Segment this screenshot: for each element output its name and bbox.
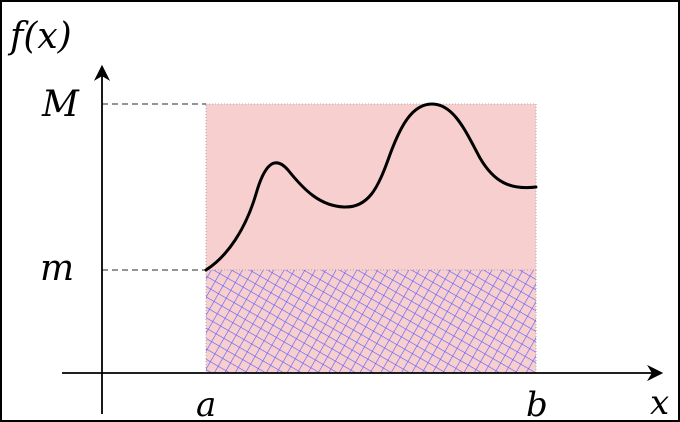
function-curve — [204, 102, 538, 272]
x-axis-label: x — [650, 383, 669, 420]
upper-sum-region — [205, 103, 537, 271]
lower-bound-label: m — [40, 248, 74, 289]
interval-end-label: b — [526, 385, 548, 420]
upper-bound-label: M — [41, 84, 80, 125]
lower-sum-region — [205, 269, 537, 374]
y-axis-label: f(x) — [7, 16, 72, 57]
interval-start-label: a — [196, 385, 216, 420]
